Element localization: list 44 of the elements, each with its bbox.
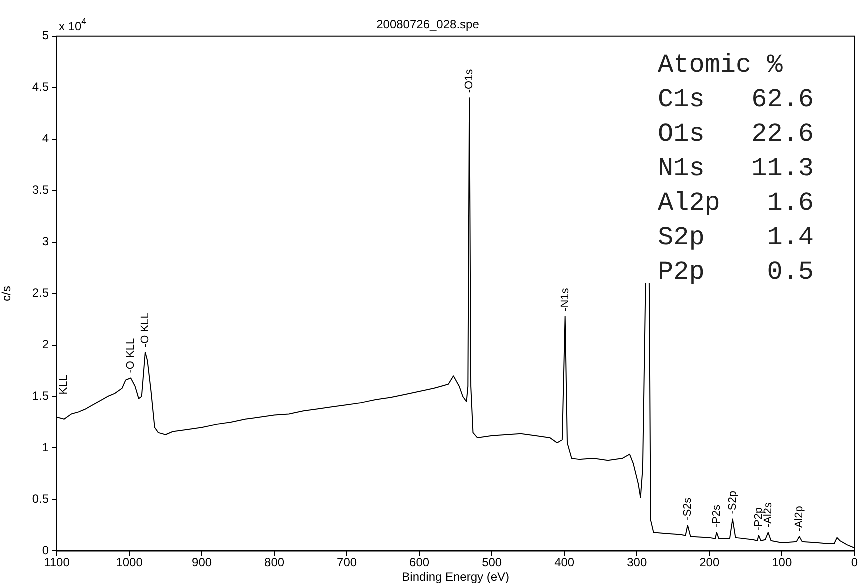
annotation: -P2s <box>710 504 723 528</box>
y-tick-label: 3.5 <box>32 183 50 198</box>
annotation: -O KLL <box>124 338 137 374</box>
x-tick-label: 1100 <box>44 556 70 570</box>
annotation: -S2p <box>726 491 739 514</box>
annotation: N1s 11.3 <box>658 153 814 184</box>
y-tick-label: 5 <box>42 28 50 43</box>
annotation: -S2s <box>682 497 694 520</box>
y-tick-label: 2 <box>42 338 50 352</box>
annotation: -Al2p <box>794 506 806 532</box>
chart-title: 20080726_028.spe <box>376 18 480 32</box>
y-tick-label: 1 <box>42 440 50 455</box>
y-axis-title: c/s <box>0 286 14 302</box>
annotation: Al2p 1.6 <box>658 188 814 218</box>
x-tick-label: 200 <box>700 556 720 570</box>
y-tick-label: 4.5 <box>32 80 50 94</box>
annotation: -P2p <box>752 508 765 531</box>
x-tick-label: 600 <box>410 556 430 570</box>
annotation: -N1s <box>559 288 572 312</box>
y-tick-label: 0 <box>42 544 50 558</box>
annotation: S2p 1.4 <box>658 222 814 252</box>
y-tick-label: 4 <box>42 132 50 146</box>
y-tick-label: 0.5 <box>32 492 50 506</box>
x-tick-label: 0 <box>851 556 858 570</box>
x-tick-label: 800 <box>264 556 285 570</box>
y-tick-label: 2.5 <box>32 286 50 300</box>
annotation: -O KLL <box>140 312 152 348</box>
annotation: -Al2s <box>762 502 774 528</box>
annotation: -O1s <box>464 68 476 94</box>
y-tick-label: 3 <box>42 234 50 249</box>
annotation: P2p 0.5 <box>658 256 814 287</box>
annotation: C1s 62.6 <box>658 84 814 114</box>
x-axis-title: Binding Energy (eV) <box>402 570 510 584</box>
x-tick-label: 400 <box>554 556 575 570</box>
x-tick-label: 700 <box>337 556 358 570</box>
x-tick-label: 900 <box>192 556 212 570</box>
x-tick-label: 300 <box>627 556 648 570</box>
x-tick-label: 500 <box>482 556 502 570</box>
x-tick-label: 100 <box>772 556 792 570</box>
x-tick-label: 1000 <box>116 556 144 570</box>
annotation: Atomic % <box>658 50 784 80</box>
annotation: O1s 22.6 <box>658 118 814 149</box>
y-tick-label: 1.5 <box>32 389 50 404</box>
annotation: KLL <box>58 375 70 395</box>
